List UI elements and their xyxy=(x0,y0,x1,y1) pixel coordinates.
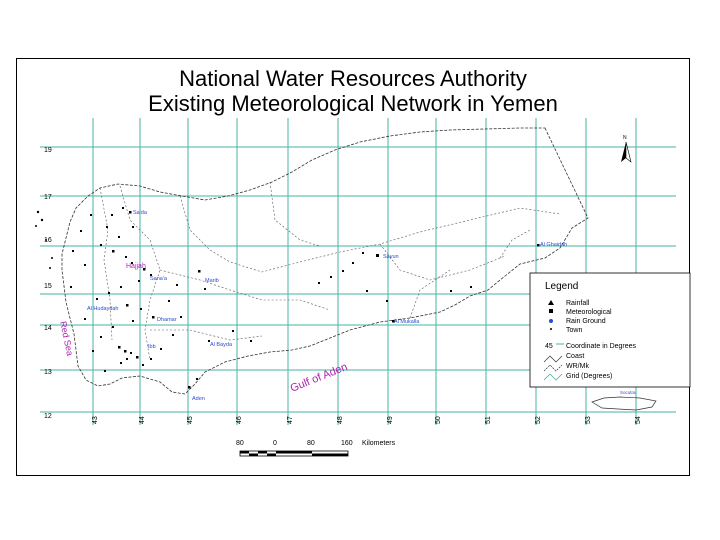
north-arrow-label: N xyxy=(623,135,627,141)
legend: Legend Rainfall Meteorological Rain Grou… xyxy=(529,272,691,388)
lat-label-19: 19 xyxy=(44,147,52,154)
socotra-island xyxy=(591,396,657,411)
lon-label-51: 51 xyxy=(485,416,492,424)
lon-label-50: 50 xyxy=(435,416,442,424)
legend-item-coast: Coast xyxy=(566,353,584,360)
legend-item-rainfall: Rainfall xyxy=(566,300,590,307)
lat-label-14: 14 xyxy=(44,325,52,332)
lon-label-45: 45 xyxy=(187,416,194,424)
town-label-sanaa: Sana'a xyxy=(150,276,168,282)
scale-tick-0: 0 xyxy=(273,440,277,447)
scale-bar: 80 0 80 160 Kilometers xyxy=(236,440,396,457)
lon-label-54: 54 xyxy=(635,416,642,424)
lon-label-44: 44 xyxy=(139,416,146,424)
legend-item-meteorological: Meteorological xyxy=(566,309,612,316)
red-sea-label: Red Sea xyxy=(58,320,75,356)
lat-label-12: 12 xyxy=(44,413,52,420)
legend-item-rain-ground: Rain Ground xyxy=(566,318,606,325)
yemen-outline xyxy=(61,127,589,395)
town-label-ibb: Ibb xyxy=(148,344,156,350)
legend-title: Legend xyxy=(545,281,578,292)
station-markers xyxy=(70,207,540,389)
legend-item-grid: Grid (Degrees) xyxy=(566,373,612,380)
lat-label-17: 17 xyxy=(44,194,52,201)
legend-item-coordinate: Coordinate in Degrees xyxy=(566,343,637,350)
town-label-dhamar: Dhamar xyxy=(157,317,177,323)
scale-tick-160: 160 xyxy=(341,440,353,447)
governorate-boundaries xyxy=(99,181,561,361)
town-label-sada: Sa'da xyxy=(133,210,148,216)
scale-tick-80-left: 80 xyxy=(236,440,244,447)
gulf-of-aden-label: Gulf of Aden xyxy=(289,361,350,395)
legend-grid-value: 45 xyxy=(545,343,553,350)
town-label-marib: Marib xyxy=(205,278,219,284)
lat-label-13: 13 xyxy=(44,369,52,376)
map-frame xyxy=(16,58,690,476)
town-label-hajjah: Hajjah xyxy=(126,263,146,270)
scale-tick-80: 80 xyxy=(307,440,315,447)
lat-label-16: 16 xyxy=(44,237,52,244)
socotra-label: Socotra xyxy=(620,390,636,395)
lon-label-53: 53 xyxy=(585,416,592,424)
red-sea-islands xyxy=(35,210,53,269)
map-title-line2: Existing Meteorological Network in Yemen xyxy=(148,91,558,116)
town-label-alghaidah: Al Ghaidah xyxy=(540,242,567,248)
map-title-line1: National Water Resources Authority xyxy=(179,66,527,91)
lon-label-46: 46 xyxy=(236,416,243,424)
lon-label-43: 43 xyxy=(92,416,99,424)
legend-item-wrmk: WR/Mk xyxy=(566,363,589,370)
town-label-sayun: Sayun xyxy=(383,254,399,260)
north-arrow: N xyxy=(621,135,632,163)
town-label-almukalla: Al Mukalla xyxy=(394,319,420,325)
lon-label-52: 52 xyxy=(535,416,542,424)
lat-label-15: 15 xyxy=(44,283,52,290)
town-label-albayda: Al Bayda xyxy=(210,342,233,348)
lon-label-47: 47 xyxy=(287,416,294,424)
scale-unit: Kilometers xyxy=(362,440,396,447)
town-label-aden: Aden xyxy=(192,396,205,402)
legend-item-town: Town xyxy=(566,327,582,334)
lon-label-48: 48 xyxy=(337,416,344,424)
lon-label-49: 49 xyxy=(387,416,394,424)
town-label-alhudaydah: Al Hudaydah xyxy=(87,306,119,312)
